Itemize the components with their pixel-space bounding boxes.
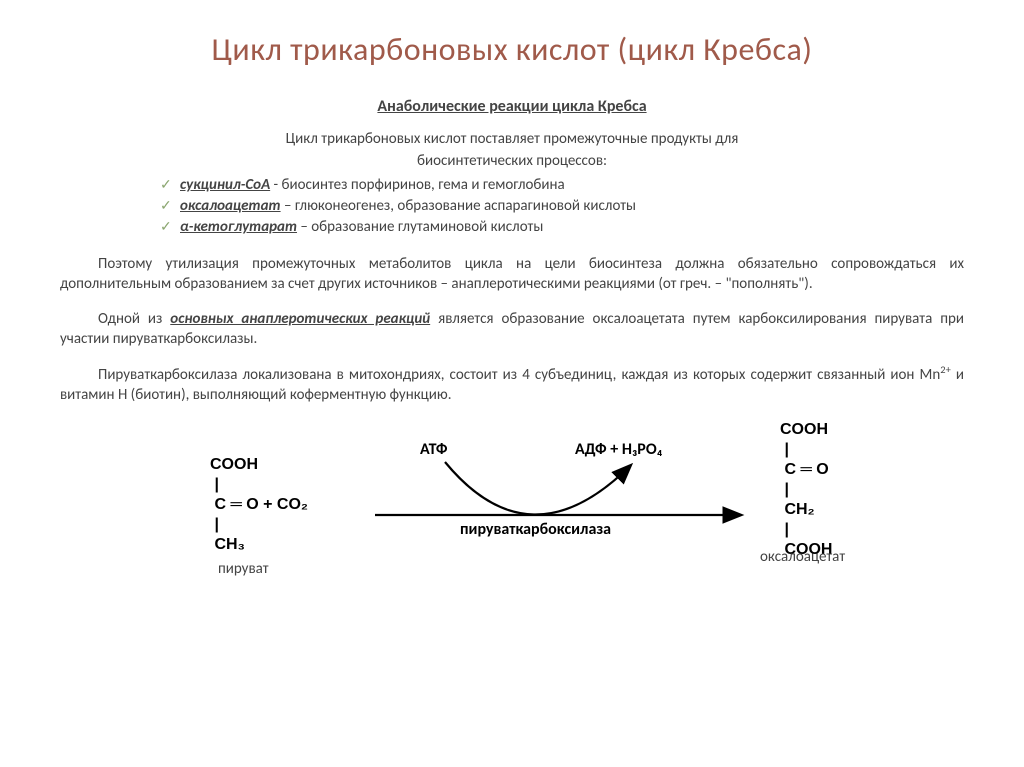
paragraph-2: Одной из основных анаплеротических реакц… [60,309,964,350]
paragraph-3: Пируваткарбоксилаза локализована в митох… [60,363,964,406]
product-structure: COOH | C ═ O | CH₂ | COOH [780,420,832,560]
para2-a: Одной из [98,310,170,328]
bullet-item: оксалоацетат – глюконеогенез, образовани… [60,197,964,215]
bullet-term: сукцинил-СоА [180,176,270,194]
cofactor-arc [445,462,630,515]
paragraph-1: Поэтому утилизация промежуточных метабол… [60,254,964,295]
reaction-diagram: COOH | C ═ O + CO₂ | CH₃ пируват АТФ АДФ… [60,420,964,600]
para2-emph: основных анаплеротических реакций [170,310,430,328]
enzyme-label: пируваткарбоксилаза [460,520,611,539]
intro-line-2: биосинтетических процессов: [60,152,964,170]
para3-a: Пируваткарбоксилаза локализована в митох… [98,366,940,384]
bullet-item: α-кетоглутарат – образование глутаминово… [60,218,964,236]
bullet-rest: – глюконеогенез, образование аспарагинов… [281,197,636,215]
bullet-term: оксалоацетат [180,197,281,215]
bullet-rest: – образование глутаминовой кислоты [297,218,543,236]
bullet-term: α-кетоглутарат [180,218,297,236]
page-title: Цикл трикарбоновых кислот (цикл Кребса) [60,30,964,69]
product-label: оксалоацетат [760,548,845,566]
bullet-item: сукцинил-СоА - биосинтез порфиринов, гем… [60,176,964,194]
intro-line-1: Цикл трикарбоновых кислот поставляет про… [60,130,964,148]
para3-sup: 2+ [940,363,951,376]
bullet-rest: - биосинтез порфиринов, гема и гемоглоби… [270,176,565,194]
anabolic-bullets: сукцинил-СоА - биосинтез порфиринов, гем… [60,176,964,236]
section-subtitle: Анаболические реакции цикла Кребса [60,97,964,116]
